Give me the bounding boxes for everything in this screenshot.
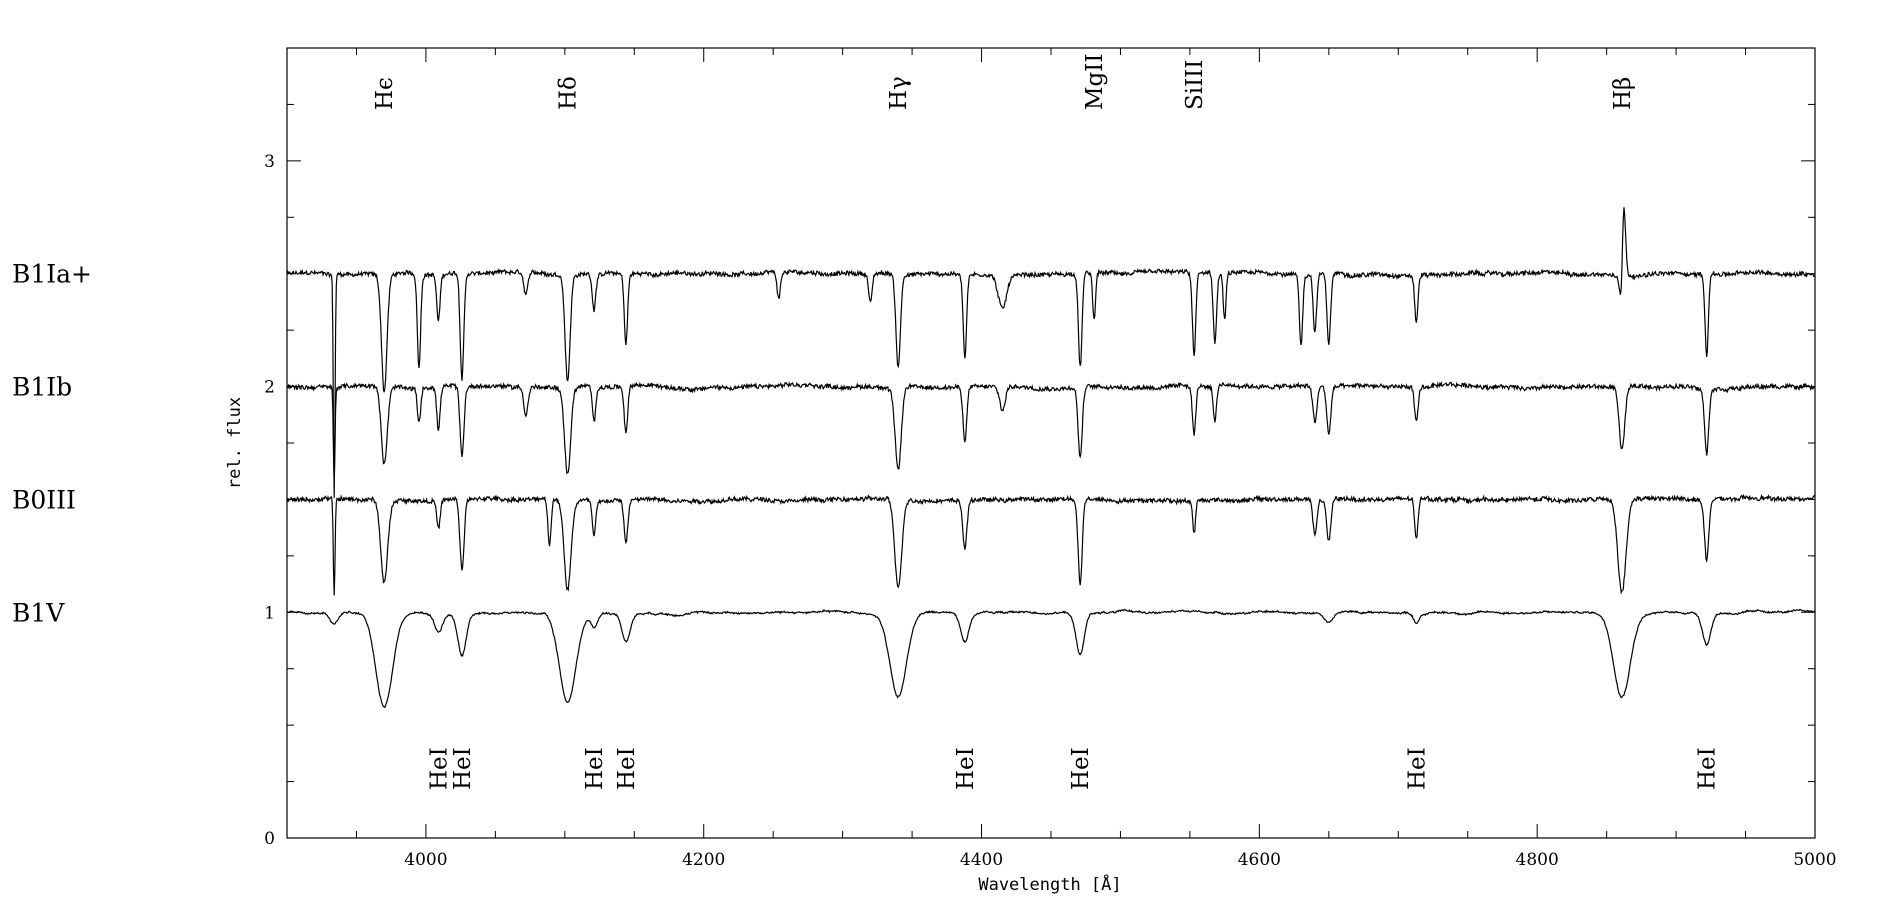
spectrum-label: B1V: [12, 598, 65, 627]
top-line-label: Hδ: [556, 76, 582, 110]
plot-frame: [286, 47, 1816, 839]
top-line-label: Hβ: [1610, 77, 1636, 110]
x-tick-label: 4200: [682, 850, 725, 870]
spectrum-line: [286, 493, 1816, 596]
bottom-line-label: HeI: [1068, 747, 1094, 790]
x-tick-label: 5000: [1793, 850, 1836, 870]
x-tick-label: 4000: [404, 850, 447, 870]
x-tick-label: 4800: [1516, 850, 1559, 870]
bottom-line-label: HeI: [953, 747, 979, 790]
y-tick-label: 2: [264, 378, 275, 398]
y-tick-label: 1: [264, 603, 275, 623]
bottom-line-label: HeI: [614, 747, 640, 790]
bottom-line-label: HeI: [426, 747, 452, 790]
x-axis-title: Wavelength [Å]: [978, 873, 1121, 895]
top-line-label: Hγ: [886, 76, 912, 110]
spectrum-line: [286, 608, 1816, 709]
bottom-line-label: HeI: [1695, 747, 1721, 790]
top-line-label: MgII: [1082, 54, 1108, 110]
bottom-line-label: HeI: [450, 747, 476, 790]
y-tick-label: 0: [264, 829, 275, 849]
y-tick-label: 3: [264, 152, 275, 172]
top-line-label: SiIII: [1182, 60, 1208, 110]
x-tick-label: 4600: [1238, 850, 1281, 870]
bottom-line-label: HeI: [582, 747, 608, 790]
x-tick-label: 4400: [960, 850, 1003, 870]
bottom-line-label: HeI: [1404, 747, 1430, 790]
y-axis-title: rel. flux: [225, 397, 245, 489]
spectrum-line: [286, 207, 1816, 498]
spectrum-label: B1Ib: [12, 373, 72, 402]
spectrum-label: B0III: [12, 485, 76, 514]
top-line-label: Hϵ: [372, 77, 398, 110]
spectrum-label: B1Ia+: [12, 260, 92, 289]
series-layer: B1Ia+ B1Ib B0III B1V: [12, 207, 1816, 709]
axis-ticks: 4000 4200 4400 4600 4800 5000 0 1 2 3: [264, 47, 1837, 870]
spectrum-line: [286, 380, 1816, 481]
